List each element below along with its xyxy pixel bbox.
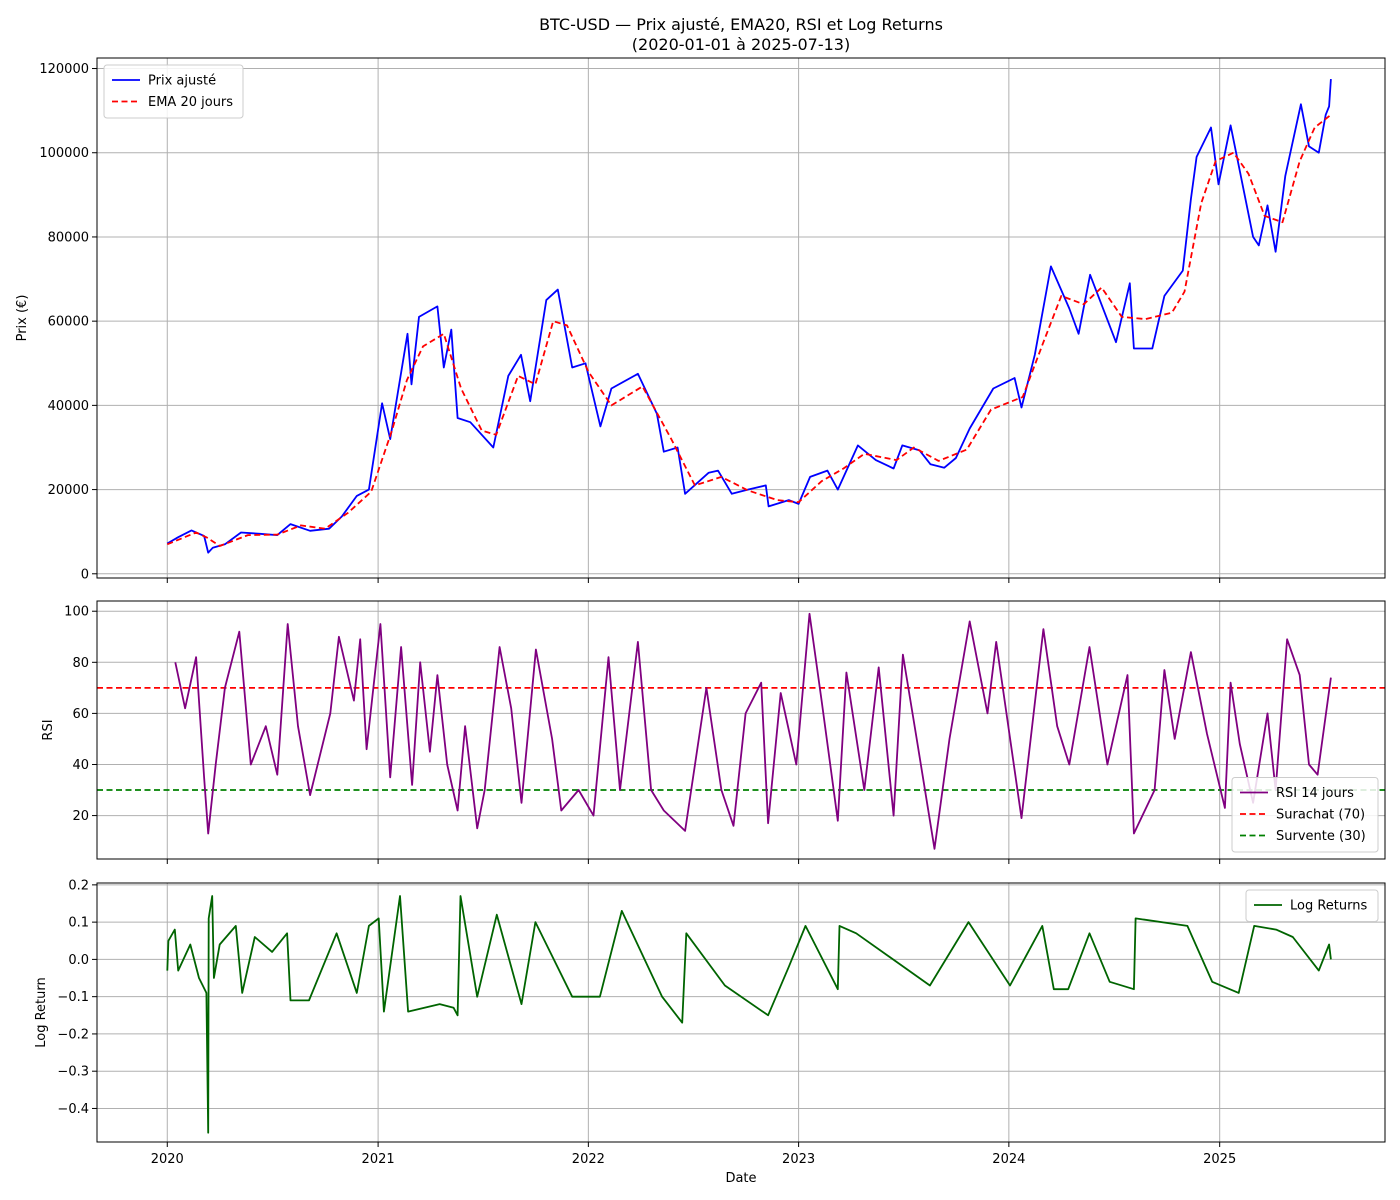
plot-area [166,79,1332,554]
y-tick-label: −0.2 [57,1027,89,1042]
y-tick-label: 60 [72,707,89,722]
y-tick-label: 60000 [48,315,89,330]
axes-frame [96,600,1386,860]
x-tick-label: 2023 [782,1152,815,1167]
x-tick-label: 2022 [572,1152,605,1167]
legend-box [1231,777,1379,853]
legend-label: Log Returns [1290,899,1367,914]
y-tick-label: 80 [72,656,89,671]
y-tick-label: −0.4 [57,1102,89,1117]
legend: RSI 14 jours Surachat (70) Survente (30) [1231,777,1379,853]
rsi-panel: 20 40 60 80 100 RSI RSI 14 jours Surachat (70) S… [41,600,1386,864]
series-line-rsi [174,612,1332,850]
y-tick-label: 80000 [48,230,89,245]
y-axis-label: RSI [41,719,56,740]
series-line-price [166,79,1332,554]
x-tick-label: 2024 [992,1152,1025,1167]
y-tick-label: 0.2 [68,878,89,893]
x-axis-label: Date [725,1171,756,1186]
axes-frame [96,57,1386,579]
y-axis-label: Log Return [34,977,49,1048]
y-tick-label: −0.3 [57,1065,89,1080]
legend-box [103,64,244,119]
legend-label: RSI 14 jours [1276,786,1354,801]
legend-label: Surachat (70) [1276,808,1365,823]
y-tick-label: 40 [72,758,89,773]
y-tick-label: −0.1 [57,990,89,1005]
price-panel: 0 20000 40000 60000 80000 100000 120000 Prix (€… [15,57,1386,583]
y-tick-label: 40000 [48,399,89,414]
y-axis-label: Prix (€) [15,295,30,342]
plot-area [166,895,1332,1134]
y-tick-label: 0 [81,567,89,582]
legend-label: Prix ajusté [148,74,216,89]
x-tick-label: 2021 [362,1152,395,1167]
y-tick-label: 0.0 [68,953,89,968]
legend-label: EMA 20 jours [148,95,233,110]
chart-subtitle: (2020-01-01 à 2025-07-13) [632,35,850,54]
y-tick-label: 20 [72,809,89,824]
x-tick-label: 2025 [1203,1152,1236,1167]
chart-title: BTC-USD — Prix ajusté, EMA20, RSI et Log… [539,15,943,34]
legend-label: Survente (30) [1276,829,1366,844]
y-tick-label: 120000 [39,62,89,77]
legend: Log Returns [1245,889,1379,922]
legend-box [1245,889,1379,922]
y-tick-label: 0.1 [68,916,89,931]
y-tick-label: 20000 [48,483,89,498]
series-line-log-returns [166,895,1332,1134]
returns-panel: 2020 2021 2022 2023 2024 2025 −0.4 −0.3 −0.2 −0.1… [34,878,1386,1167]
y-tick-label: 100 [64,605,89,620]
axes-frame [96,882,1386,1143]
y-tick-label: 100000 [39,146,89,161]
legend: Prix ajusté EMA 20 jours [103,64,244,119]
x-tick-label: 2020 [151,1152,184,1167]
series-line-ema [166,114,1332,547]
plot-area [97,612,1385,850]
